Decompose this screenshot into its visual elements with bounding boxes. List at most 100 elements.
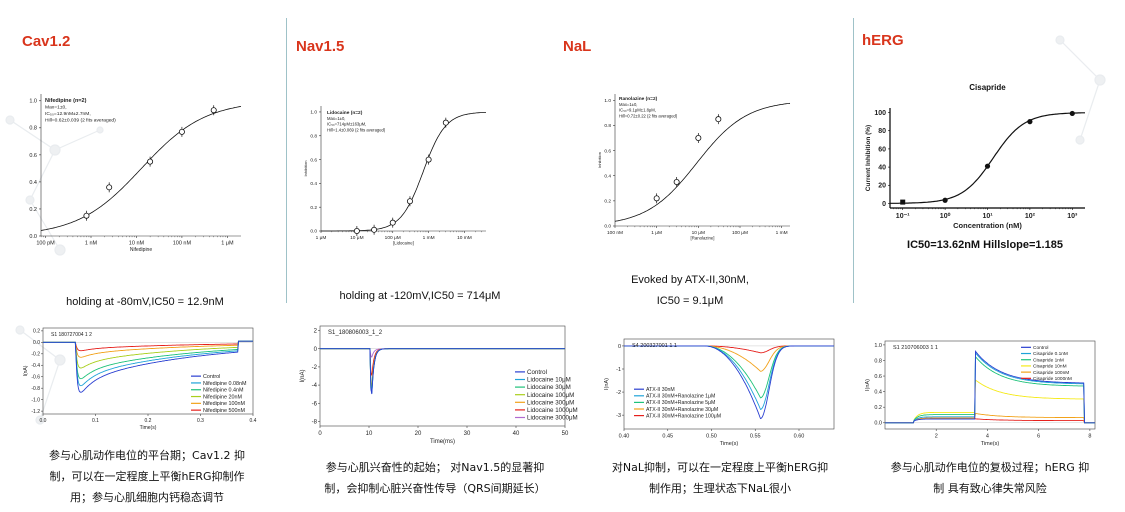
x-tick-label: 30 [464, 431, 471, 437]
x-tick-label: 1 nM [85, 241, 98, 247]
trace-line [885, 351, 1095, 424]
chart-annotation: Hill=1.4±0.069 (2 fits averaged) [327, 127, 386, 132]
x-axis-label: [Lidocaine] [393, 241, 414, 246]
nal-description: 对NaL抑制，可以在一定程度上平衡hERG抑 制作用；生理状态下NaL很小 [611, 461, 829, 495]
fit-curve [321, 111, 486, 232]
y-tick-label: 1.0 [604, 98, 611, 104]
x-tick-label: 10 mM [457, 235, 472, 241]
chart-annotation: Ranolazine (n=2) [619, 96, 658, 102]
fit-curve [614, 102, 791, 222]
y-tick-label: 0.2 [310, 205, 317, 211]
x-axis-label: Concentration (nM) [953, 221, 1022, 230]
y-tick-label: 0.6 [29, 153, 37, 159]
x-tick-label: 0.3 [197, 418, 204, 424]
trace-line [43, 340, 253, 387]
y-tick-label: -0.8 [31, 386, 40, 392]
x-tick-label: 100 μM [732, 230, 748, 236]
x-tick-label: 50 [562, 431, 569, 437]
y-tick-label: 80 [878, 128, 886, 135]
trace-line [43, 340, 253, 358]
x-tick-label: 1 mM [776, 230, 788, 236]
y-tick-label: 0.8 [874, 358, 882, 364]
y-axis-label: Inhibition [303, 160, 308, 176]
legend-label: Lidocaine 100μM [527, 392, 574, 399]
x-tick-label: 0.1 [92, 418, 99, 424]
divider-1 [286, 18, 287, 303]
legend-label: ATX-II 30nM+Ranolazine 30μM [646, 407, 718, 413]
x-tick-label: 1 mM [423, 235, 435, 241]
trace-line [885, 413, 1095, 424]
nal-condition: Evoked by ATX-II,30nM, IC50 = 9.1μM [580, 270, 800, 312]
x-tick-label: 10³ [1067, 213, 1078, 220]
legend-label: Lidocaine 300μM [527, 399, 574, 406]
herg-condition: IC50=13.62nM Hillslope=1.185 [907, 239, 1063, 251]
y-tick-label: -0.4 [31, 363, 40, 369]
data-point [106, 184, 113, 191]
x-tick-label: 8 [1088, 434, 1091, 440]
y-axis-label: I(nA) [300, 369, 306, 382]
y-tick-label: 100 [874, 110, 886, 117]
legend-label: Lidocaine 1000μM [527, 407, 578, 414]
x-tick-label: 40 [513, 431, 520, 437]
herg-dose-response-chart: 0 20 40 60 80 100 10⁻¹ 10⁰ 10¹ 10² 10³ Cisapride Con… [865, 83, 1085, 230]
trace-line [43, 340, 253, 369]
data-point [425, 156, 432, 163]
chart-annotation: Max=1±0, [327, 116, 345, 121]
legend-label: Control [203, 374, 220, 380]
trace-line [885, 355, 1095, 424]
chart-annotation: Hill=0.62±0.039 (2 fits averaged) [45, 118, 116, 124]
x-tick-label: 100 nM [173, 241, 192, 247]
nal-condition-line2: IC50 = 9.1μM [656, 294, 724, 307]
x-tick-label: 100 μM [385, 235, 401, 241]
cav-description: 参与心肌动作电位的平台期；Cav1.2 抑制，可以在一定程度上平衡hERG抑制作… [49, 449, 245, 504]
y-tick-label: 0.8 [604, 123, 611, 129]
y-tick-label: 0.0 [29, 234, 37, 240]
data-point [984, 163, 991, 169]
chart-annotation: Lidocaine (n=2) [327, 110, 363, 116]
chart-annotation: S1 210706003 1 1 [893, 345, 938, 351]
data-point [371, 226, 378, 233]
data-point [1027, 119, 1033, 125]
legend-label: Lidocaine 3000μM [527, 415, 578, 422]
y-tick-label: 1.0 [29, 99, 37, 105]
x-tick-label: 0.55 [750, 434, 761, 440]
plot-frame [319, 325, 566, 427]
y-tick-label: 0.2 [874, 405, 882, 411]
data-point [353, 227, 360, 234]
legend-label: Cisapride 100nM [1033, 370, 1069, 376]
legend-label: Nifedipine 0.08nM [203, 381, 247, 387]
herg-description: 参与心肌动作电位的复极过程；hERG 抑制 具有致心律失常风险 [890, 461, 1090, 495]
y-tick-label: 0 [314, 347, 318, 353]
x-tick-label: 10 μM [692, 230, 705, 236]
x-axis-label: Time(s) [981, 441, 1000, 447]
data-point [210, 107, 217, 114]
x-tick-label: 10² [1025, 213, 1036, 220]
y-tick-label: -3 [616, 413, 621, 419]
trace-line [320, 348, 565, 395]
chart-title: Cisapride [969, 83, 1006, 92]
y-tick-label: 0 [882, 201, 886, 208]
y-tick-label: -1.2 [31, 409, 40, 415]
y-tick-label: 0.6 [310, 157, 317, 163]
x-tick-label: 1 μM [316, 235, 327, 241]
y-tick-label: -0.2 [31, 352, 40, 358]
y-tick-label: 2 [314, 329, 318, 335]
panel-title-herg: hERG [862, 32, 904, 49]
legend-label: Lidocaine 30μM [527, 384, 571, 391]
legend-label: Control [527, 369, 547, 376]
y-tick-label: 0.2 [604, 199, 611, 205]
y-tick-label: 0.8 [310, 133, 317, 139]
x-tick-label: 6 [1037, 434, 1040, 440]
data-point [673, 179, 680, 186]
y-tick-label: 0.2 [29, 207, 37, 213]
y-tick-label: -6 [312, 401, 318, 407]
divider-2 [853, 18, 854, 303]
x-tick-label: 0.45 [662, 434, 673, 440]
chart-annotation: IC₅₀=9.1μM±1.8μM, [619, 108, 656, 113]
x-tick-label: 10 [366, 431, 373, 437]
x-tick-label: 100 pM [36, 241, 55, 247]
y-tick-label: 0.4 [29, 180, 37, 186]
